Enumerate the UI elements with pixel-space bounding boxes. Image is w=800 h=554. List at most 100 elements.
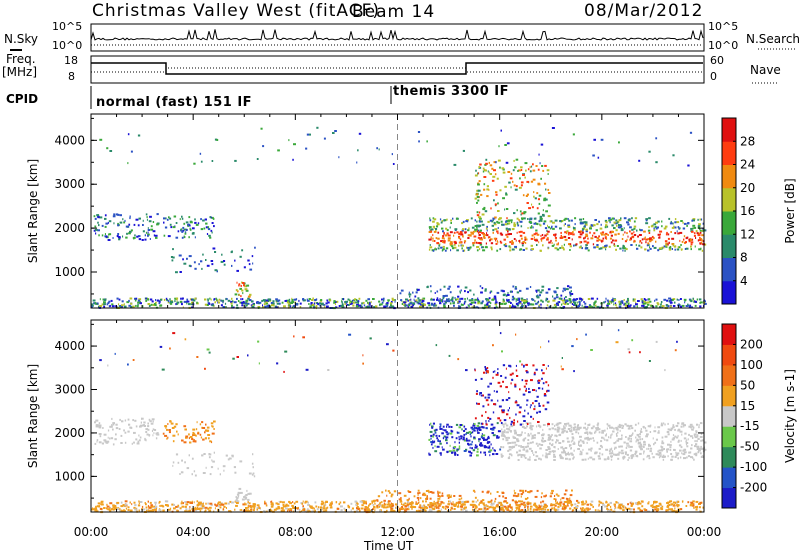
velocity-echo: [202, 502, 204, 505]
velocity-echo: [581, 458, 585, 461]
velocity-echo: [383, 499, 386, 502]
velocity-echo: [501, 399, 504, 402]
freq-tick-top: 18: [64, 54, 78, 67]
power-echo: [428, 238, 431, 241]
velocity-echo: [408, 497, 410, 500]
velocity-echo: [471, 440, 473, 443]
velocity-echo: [398, 498, 402, 501]
power-echo: [182, 258, 184, 261]
velocity-echo: [578, 442, 580, 444]
power-echo: [103, 305, 106, 308]
power-echo: [502, 168, 505, 171]
velocity-echo: [654, 426, 656, 429]
power-echo: [222, 306, 225, 308]
power-echo: [160, 298, 163, 301]
velocity-echo: [518, 444, 520, 447]
power-echo: [170, 256, 173, 258]
power-echo: [657, 220, 660, 223]
velocity-echo: [509, 426, 511, 429]
power-echo: [487, 301, 491, 303]
power-echo: [320, 299, 323, 301]
power-echo: [525, 300, 529, 303]
power-echo: [234, 293, 238, 296]
power-echo: [166, 218, 169, 221]
power-echo: [105, 222, 109, 225]
power-echo: [491, 224, 494, 227]
power-echo: [679, 298, 682, 300]
power-echo: [598, 220, 600, 223]
power-echo: [107, 239, 111, 241]
power-echo: [538, 220, 541, 223]
velocity-echo: [460, 497, 463, 500]
power-echo: [604, 300, 606, 303]
power-echo: [226, 298, 228, 300]
velocity-echo: [518, 434, 522, 436]
power-echo: [367, 298, 370, 301]
power-echo: [575, 243, 578, 246]
power-echo: [112, 237, 114, 239]
velocity-echo: [450, 426, 453, 428]
velocity-echo: [473, 436, 476, 439]
power-echo: [251, 306, 255, 308]
power-echo: [385, 303, 389, 306]
velocity-echo: [674, 507, 676, 510]
velocity-echo: [466, 431, 469, 434]
velocity-echo: [115, 423, 118, 426]
velocity-echo: [383, 502, 386, 505]
power-echo: [480, 302, 483, 305]
power-echo: [345, 301, 347, 304]
power-echo: [170, 226, 173, 229]
velocity-echo: [158, 501, 160, 504]
velocity-echo: [107, 508, 110, 511]
velocity-echo: [233, 466, 236, 469]
power-echo: [634, 240, 636, 243]
power-echo: [356, 303, 359, 306]
power-echo: [600, 247, 602, 250]
power-echo: [510, 290, 512, 293]
velocity-echo: [589, 507, 591, 510]
power-echo: [535, 239, 539, 242]
power-echo: [118, 238, 121, 241]
velocity-echo: [162, 505, 165, 508]
power-echo: [482, 249, 486, 252]
power-echo: [687, 303, 689, 306]
velocity-echo: [596, 441, 599, 444]
velocity-echo: [537, 508, 540, 511]
velocity-echo: [362, 354, 364, 357]
freq-label-line1: Freq.: [6, 52, 36, 66]
power-echo: [155, 299, 157, 301]
power-echo: [482, 208, 486, 211]
power-echo: [170, 301, 174, 304]
power-echo: [356, 161, 358, 164]
velocity-echo: [558, 422, 562, 425]
power-echo: [200, 228, 204, 231]
power-echo: [486, 225, 488, 228]
power-echo: [192, 232, 195, 234]
velocity-echo: [667, 501, 669, 504]
velocity-echo: [355, 501, 358, 504]
velocity-echo: [127, 418, 130, 421]
velocity-echo: [505, 398, 509, 401]
power-echo: [553, 290, 557, 293]
power-echo: [493, 161, 497, 164]
power-echo: [583, 306, 585, 308]
power-echo: [429, 244, 431, 246]
power-echo: [449, 244, 452, 247]
power-echo: [592, 234, 594, 237]
power-echo: [442, 249, 444, 251]
velocity-echo: [460, 508, 463, 511]
velocity-echo: [390, 495, 393, 498]
power-echo: [125, 236, 128, 239]
power-echo: [536, 294, 538, 297]
power-echo: [610, 300, 613, 303]
velocity-echo: [555, 498, 557, 501]
power-echo: [682, 221, 684, 224]
velocity-echo: [635, 440, 637, 443]
velocity-echo: [492, 426, 496, 429]
power-echo: [674, 226, 677, 229]
power-echo: [247, 295, 251, 298]
velocity-echo: [532, 402, 534, 405]
power-echo: [493, 295, 497, 298]
velocity-echo: [447, 506, 449, 509]
velocity-echo: [329, 502, 332, 505]
